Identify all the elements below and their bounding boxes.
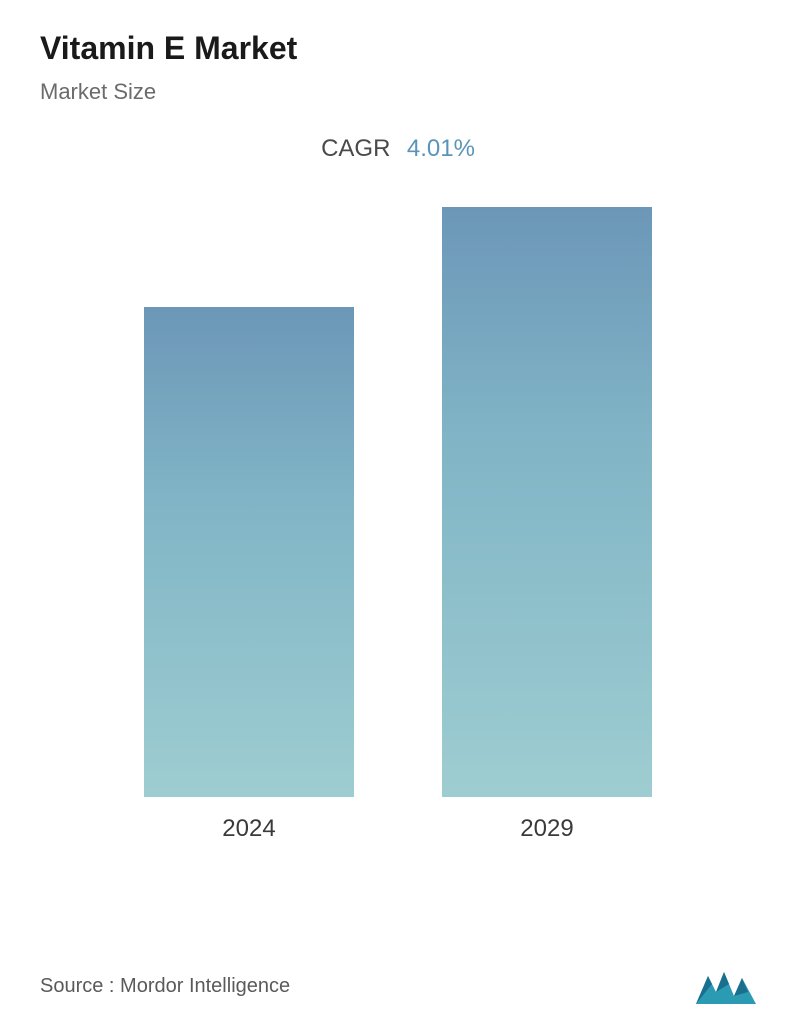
bar-wrapper-0: 2024 — [144, 307, 354, 843]
bar-wrapper-1: 2029 — [442, 207, 652, 843]
chart-area: 2024 2029 — [40, 243, 756, 883]
cagr-row: CAGR 4.01% — [40, 135, 756, 163]
bar-label-0: 2024 — [222, 815, 275, 843]
bars-container: 2024 2029 — [40, 243, 756, 843]
footer: Source : Mordor Intelligence — [40, 968, 756, 1004]
cagr-value: 4.01% — [407, 135, 475, 163]
chart-subtitle: Market Size — [40, 79, 756, 105]
chart-title: Vitamin E Market — [40, 30, 756, 67]
cagr-label: CAGR — [321, 135, 390, 163]
source-text: Source : Mordor Intelligence — [40, 975, 290, 998]
bar-label-1: 2029 — [520, 815, 573, 843]
bar-1 — [442, 207, 652, 797]
bar-0 — [144, 307, 354, 797]
brand-logo-icon — [696, 968, 756, 1004]
